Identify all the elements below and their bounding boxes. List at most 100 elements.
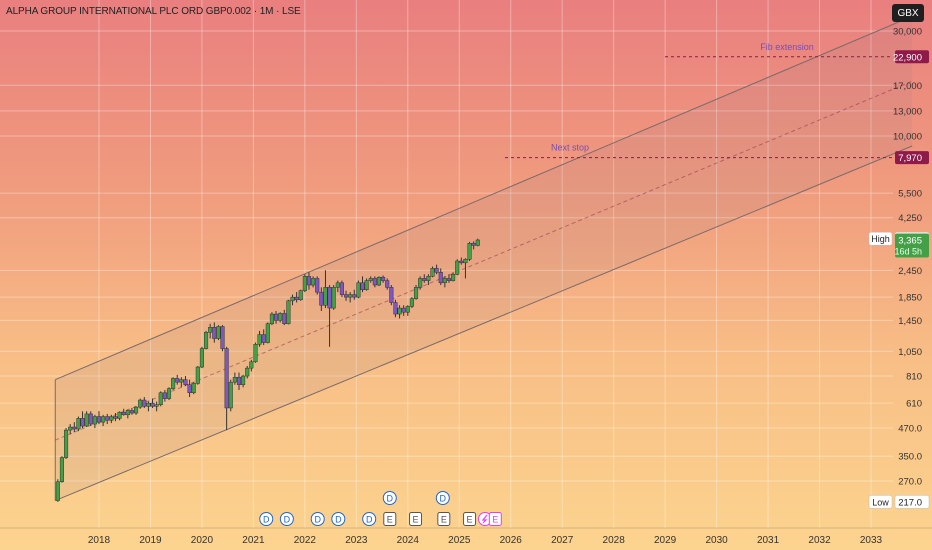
candle[interactable] [475,238,480,247]
candle[interactable] [438,268,443,286]
candle[interactable] [166,387,172,401]
candle[interactable] [311,276,316,288]
candle[interactable] [80,411,85,429]
earnings-marker[interactable]: E [463,512,477,526]
candle[interactable] [241,374,246,388]
candle[interactable] [232,372,237,385]
price-label[interactable]: 7,970 [895,151,929,165]
candle[interactable] [146,401,151,412]
price-axis[interactable]: 30,000 17,000 13,000 10,000 5,500 4,250 2,450 1… [868,0,932,550]
dividend-marker[interactable]: D [331,512,346,526]
earnings-marker[interactable]: E [488,512,502,526]
candle[interactable] [302,274,307,293]
candle[interactable] [84,411,89,428]
candle[interactable] [55,479,60,502]
candle[interactable] [401,305,406,316]
candle[interactable] [236,372,242,390]
candle[interactable] [171,377,176,390]
candle[interactable] [335,280,340,293]
candle[interactable] [253,342,258,363]
parallel-channel[interactable] [54,15,913,502]
candle[interactable] [92,414,97,429]
currency-button[interactable]: GBX [892,4,924,22]
candle[interactable] [154,401,159,412]
candle[interactable] [245,365,250,379]
price-label[interactable]: 22,900 [893,50,929,64]
candlestick-series[interactable] [55,238,480,502]
candle[interactable] [339,280,344,298]
candle[interactable] [372,276,377,288]
dividend-marker[interactable]: D [279,512,294,526]
dividend-marker[interactable]: D [310,512,325,526]
candle[interactable] [138,398,143,409]
dividend-marker[interactable]: D [382,491,397,505]
price-label[interactable]: 217.0 Low [868,495,930,509]
candle[interactable] [257,330,262,347]
candle[interactable] [315,276,320,295]
candle[interactable] [331,285,336,310]
candle[interactable] [125,409,130,419]
candle[interactable] [204,330,209,350]
candle[interactable] [471,241,476,250]
candle[interactable] [59,456,64,483]
candle[interactable] [294,292,299,303]
candle[interactable] [455,259,460,276]
candle[interactable] [265,322,270,344]
candle[interactable] [88,411,93,427]
candle[interactable] [323,270,328,309]
candle[interactable] [451,272,456,282]
dividend-marker[interactable]: D [362,512,377,526]
candle[interactable] [278,312,283,323]
candle[interactable] [381,275,386,283]
candle[interactable] [290,294,295,306]
candle[interactable] [413,285,419,300]
candle[interactable] [96,411,102,425]
candle[interactable] [368,276,373,283]
candle[interactable] [129,407,134,415]
candle[interactable] [105,413,110,425]
candle[interactable] [319,287,324,312]
dividend-marker[interactable]: D [259,512,274,526]
candle[interactable] [113,413,118,422]
candle[interactable] [212,322,217,343]
candle[interactable] [422,274,427,283]
candle[interactable] [175,374,180,385]
candle[interactable] [142,397,147,408]
candle[interactable] [356,280,361,299]
candle[interactable] [117,411,122,421]
candle[interactable] [68,424,73,435]
candle[interactable] [409,297,414,309]
horizontal-levels[interactable]: Fib extension Next stop [505,42,893,159]
candle[interactable] [121,408,126,416]
candle[interactable] [463,258,468,279]
candle[interactable] [397,305,402,319]
candle[interactable] [208,323,213,339]
split-marker[interactable] [478,512,492,526]
candle[interactable] [216,325,221,341]
time-axis[interactable]: 2018 2019 2020 2021 2022 2023 2024 2025 2026 2027… [0,527,932,546]
candle[interactable] [158,391,163,407]
candle[interactable] [187,379,192,398]
candle[interactable] [199,346,204,369]
candle[interactable] [348,292,353,303]
candle[interactable] [286,299,291,325]
candle[interactable] [352,289,357,300]
candle[interactable] [269,312,274,326]
candle[interactable] [385,278,390,290]
candle[interactable] [224,346,229,431]
candle[interactable] [179,377,184,388]
candle[interactable] [306,272,312,290]
candle[interactable] [430,266,435,278]
candle[interactable] [389,285,394,306]
candle[interactable] [405,305,410,316]
candle[interactable] [426,274,431,286]
candle[interactable] [327,285,332,347]
candle[interactable] [101,414,106,427]
channel-lower-line[interactable] [55,145,913,502]
candle[interactable] [434,264,439,275]
earnings-marker[interactable]: E [409,512,423,526]
candle[interactable] [343,290,349,301]
candle[interactable] [191,382,196,395]
